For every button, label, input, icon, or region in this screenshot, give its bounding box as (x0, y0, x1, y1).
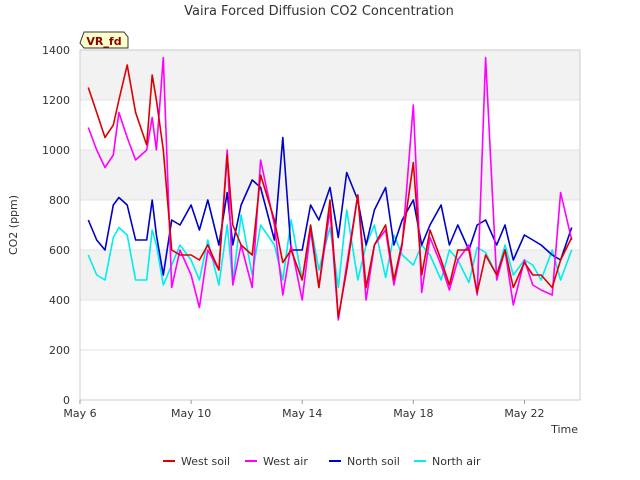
chart-title: Vaira Forced Diffusion CO2 Concentration (184, 4, 454, 19)
series-line-west-soil (87, 64, 573, 319)
site-badge-shape (79, 31, 129, 49)
y-tick-label: 1400 (42, 44, 70, 57)
site-badge: VR_fd (79, 31, 129, 49)
legend-label-north-soil: North soil (347, 455, 400, 468)
y-tick-label: 600 (49, 244, 70, 257)
legend-label-north-air: North air (432, 455, 481, 468)
y-tick-label: 0 (63, 394, 70, 407)
legend: West soil West air North soil North air (163, 455, 481, 468)
legend-label-west-soil: West soil (181, 455, 230, 468)
y-tick-label: 800 (49, 194, 70, 207)
series-layer (87, 56, 573, 321)
shaded-band-0 (80, 250, 580, 300)
series-line-north-soil (87, 136, 573, 276)
y-tick-label: 1000 (42, 144, 70, 157)
x-axis-label: Time (550, 423, 578, 436)
x-tick-label: May 6 (63, 407, 96, 420)
y-axis-label: CO2 (ppm) (7, 195, 20, 255)
series-line-north-air (87, 209, 573, 289)
y-tick-label: 1200 (42, 94, 70, 107)
x-tick-label: May 10 (171, 407, 211, 420)
y-tick-label: 200 (49, 344, 70, 357)
plot-frame (79, 49, 581, 401)
x-tick-label: May 22 (504, 407, 544, 420)
shaded-band-1 (80, 150, 580, 200)
site-badge-label: VR_fd (86, 35, 121, 48)
x-tick-label: May 18 (393, 407, 433, 420)
x-axis-ticks: May 6 May 10 May 14 May 18 May 22 (63, 400, 545, 420)
legend-label-west-air: West air (263, 455, 308, 468)
y-axis-ticks: 0 200 400 600 800 1000 1200 1400 (42, 44, 70, 407)
y-tick-label: 400 (49, 294, 70, 307)
x-tick-label: May 14 (282, 407, 322, 420)
